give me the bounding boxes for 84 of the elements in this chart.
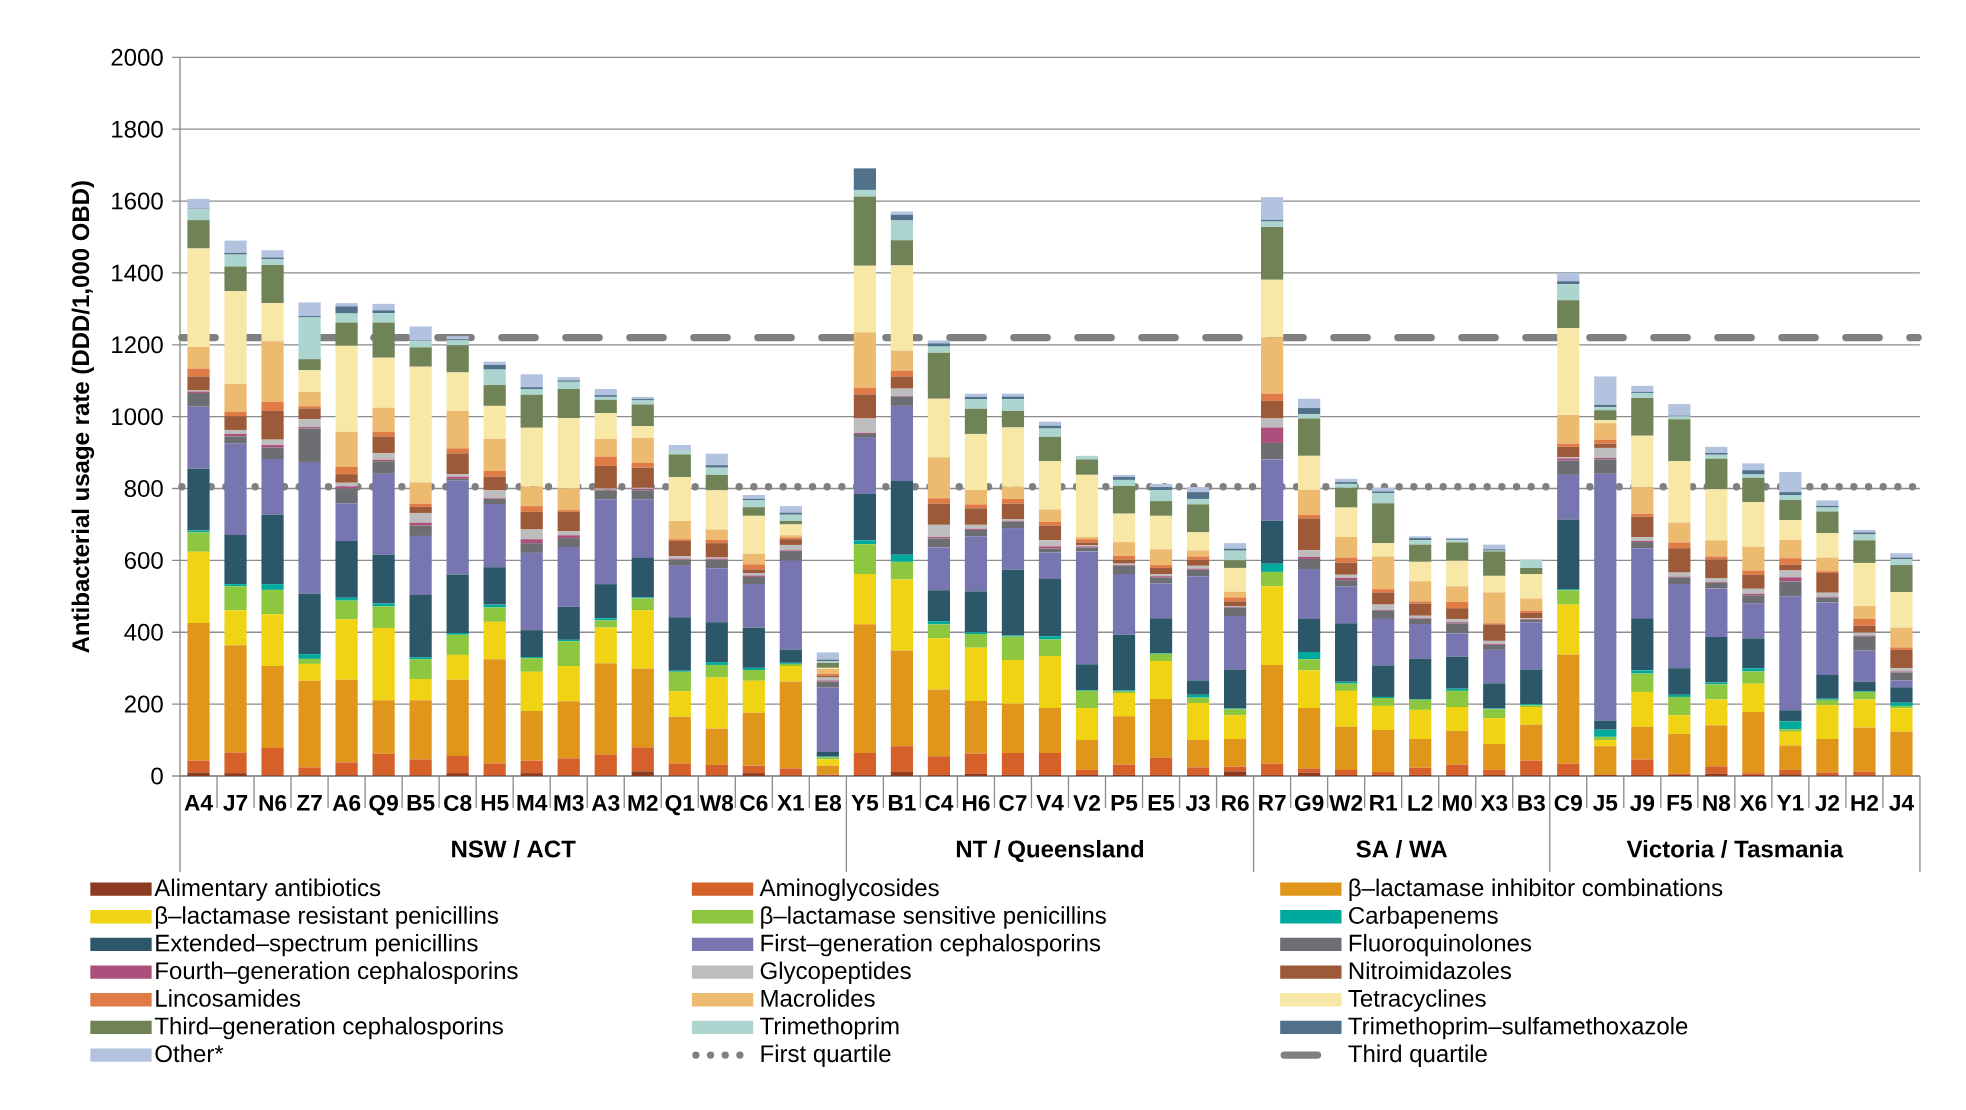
- x-tick-label: J4: [1889, 794, 1914, 811]
- legend-label: β–lactamase sensitive penicillins: [761, 906, 1106, 929]
- y-tick-label: 1200: [112, 336, 163, 354]
- x-tick-label: N8: [1703, 794, 1731, 811]
- legend-label: First–generation cephalosporins: [761, 933, 1101, 957]
- y-tick-label: 0: [151, 767, 163, 785]
- legend-label: Fluoroquinolones: [1349, 933, 1532, 957]
- x-tick-label: J7: [223, 794, 248, 811]
- x-tick-label: Q9: [369, 794, 398, 816]
- x-tick-label: M2: [628, 794, 658, 811]
- legend-label: Macrolides: [761, 989, 875, 1007]
- x-tick-label: X3: [1480, 794, 1508, 812]
- x-tick-label: P5: [1111, 794, 1138, 811]
- text: SA / WA: [1356, 839, 1448, 858]
- x-tick-label: J9: [1630, 794, 1655, 811]
- x-tick-label: E8: [815, 794, 842, 811]
- legend-label: Alimentary antibiotics: [154, 878, 381, 901]
- y-tick-label: 1800: [112, 120, 163, 138]
- x-tick-label: Q1: [665, 794, 695, 816]
- legend-label: β–lactamase resistant penicillins: [155, 906, 498, 929]
- x-tick-label: J2: [1815, 794, 1840, 811]
- y-tick-label: 1600: [112, 192, 163, 210]
- legend-label: Extended–spectrum penicillins: [156, 933, 478, 957]
- x-tick-label: C7: [999, 794, 1027, 811]
- x-tick-label: Z7: [297, 794, 322, 811]
- x-tick-label: X6: [1739, 794, 1767, 811]
- x-tick-label: F5: [1667, 794, 1692, 811]
- x-tick-label: V4: [1036, 794, 1064, 811]
- x-tick-label: H5: [481, 794, 509, 811]
- x-tick-label: X1: [777, 794, 805, 811]
- legend-label: Tetracyclines: [1348, 989, 1486, 1012]
- text: NSW / ACT: [452, 839, 576, 858]
- x-tick-label: C8: [444, 794, 472, 811]
- legend-label: Third–generation cephalosporins: [154, 1016, 503, 1040]
- x-tick-label: J5: [1593, 794, 1618, 811]
- legend-label: Trimethoprim: [760, 1016, 899, 1040]
- x-tick-label: A4: [184, 794, 213, 811]
- x-tick-label: B1: [888, 794, 916, 811]
- x-tick-label: W2: [1329, 794, 1363, 811]
- x-tick-label: B3: [1518, 794, 1545, 812]
- legend-label: Third quartile: [1348, 1044, 1487, 1067]
- x-tick-label: C9: [1554, 794, 1582, 811]
- y-tick-label: 2000: [111, 48, 163, 66]
- y-tick-label: 1400: [112, 264, 163, 282]
- text: Victoria / Tasmania: [1626, 839, 1844, 858]
- legend-label: Other*: [155, 1044, 224, 1063]
- x-tick-label: Y5: [851, 794, 879, 811]
- y-tick-label: 400: [124, 623, 163, 641]
- x-tick-label: H2: [1851, 794, 1878, 811]
- x-tick-label: G9: [1294, 794, 1324, 811]
- x-tick-label: H6: [962, 794, 990, 811]
- legend-label: Trimethoprim–sulfamethoxazole: [1348, 1016, 1688, 1040]
- x-tick-label: M4: [517, 794, 548, 811]
- legend-label: First quartile: [761, 1044, 891, 1067]
- legend-label: β–lactamase inhibitor combinations: [1349, 878, 1723, 901]
- x-tick-label: C4: [925, 794, 954, 811]
- legend-label: Glycopeptides: [760, 961, 911, 984]
- legend-label: Carbapenems: [1349, 906, 1498, 929]
- x-tick-label: L2: [1408, 794, 1433, 811]
- y-axis-title: Antibacterial usage rate (DDD/1,000 OBD): [71, 181, 95, 653]
- y-tick-label: 200: [124, 695, 163, 713]
- x-tick-label: J3: [1185, 794, 1210, 812]
- x-tick-label: R6: [1222, 794, 1249, 811]
- legend-label: Nitroimidazoles: [1349, 961, 1512, 980]
- x-tick-label: R1: [1370, 794, 1398, 811]
- y-tick-label: 1000: [112, 408, 163, 426]
- x-tick-label: C6: [740, 794, 768, 811]
- text: NT / Queensland: [956, 839, 1144, 863]
- x-tick-label: W8: [699, 794, 734, 811]
- x-tick-label: B5: [407, 794, 435, 811]
- legend-label: Fourth–generation cephalosporins: [156, 961, 518, 984]
- x-tick-label: V2: [1073, 794, 1100, 811]
- x-tick-label: M3: [554, 794, 584, 812]
- x-tick-label: A6: [332, 794, 361, 811]
- x-tick-label: M0: [1442, 794, 1473, 811]
- x-tick-label: A3: [591, 794, 620, 812]
- x-tick-label: R7: [1259, 794, 1286, 811]
- legend-label: Lincosamides: [156, 989, 301, 1007]
- y-tick-label: 600: [124, 551, 163, 569]
- x-tick-label: E5: [1148, 794, 1175, 811]
- x-tick-label: Y1: [1776, 794, 1804, 811]
- y-tick-label: 800: [124, 480, 163, 498]
- x-tick-label: N6: [259, 794, 287, 811]
- legend-label: Aminoglycosides: [759, 878, 939, 901]
